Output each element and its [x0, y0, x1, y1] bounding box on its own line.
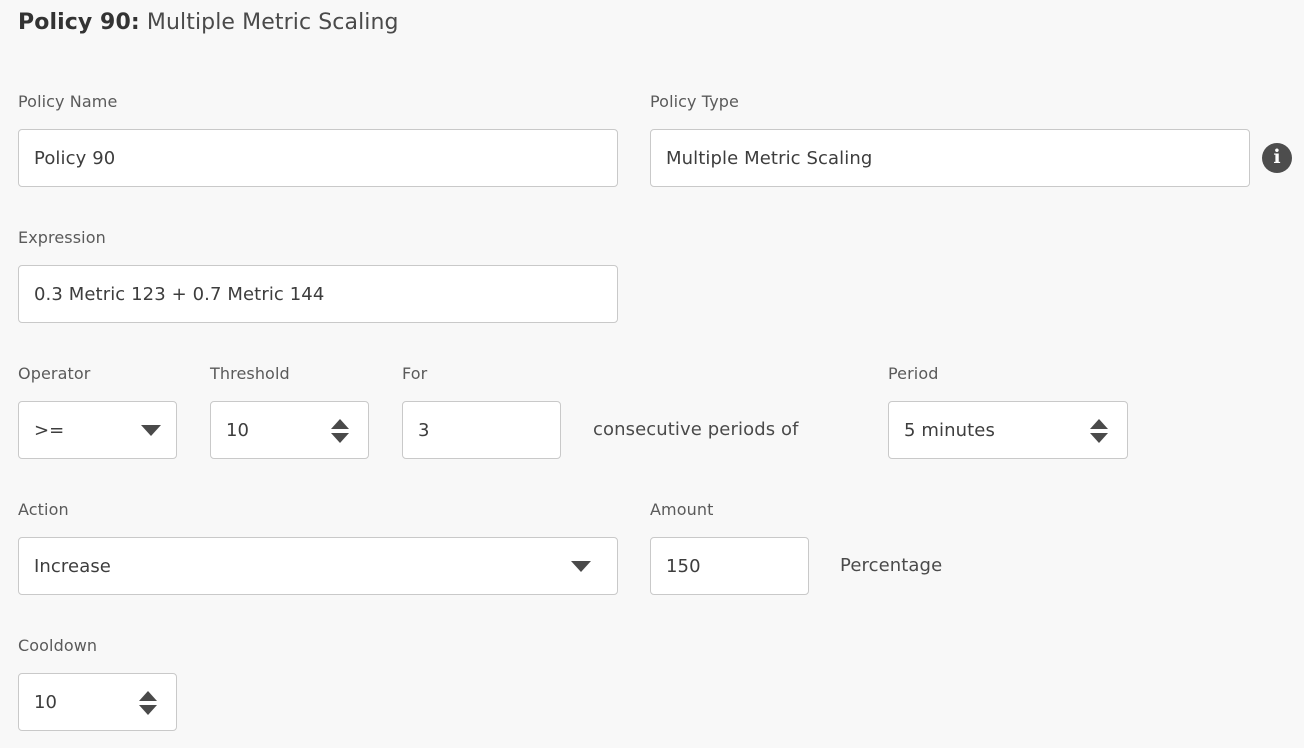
- expression-input[interactable]: 0.3 Metric 123 + 0.7 Metric 144: [18, 265, 618, 323]
- cooldown-value: 10: [34, 691, 58, 713]
- operator-label: Operator: [18, 364, 91, 383]
- policy-name-label: Policy Name: [18, 92, 118, 111]
- period-label: Period: [888, 364, 939, 383]
- policy-type-value: Multiple Metric Scaling: [666, 147, 873, 169]
- action-value: Increase: [34, 555, 111, 577]
- amount-unit-text: Percentage: [840, 555, 943, 576]
- threshold-value: 10: [226, 419, 250, 441]
- info-icon[interactable]: i: [1262, 143, 1292, 173]
- info-icon-glyph: i: [1273, 145, 1281, 168]
- operator-value: >=: [34, 419, 65, 441]
- cooldown-label: Cooldown: [18, 636, 98, 655]
- spinner-up-icon[interactable]: [139, 691, 157, 701]
- chevron-down-icon[interactable]: [571, 561, 591, 572]
- operator-select[interactable]: >=: [18, 401, 177, 459]
- amount-input[interactable]: 150: [650, 537, 809, 595]
- page-title-policy-label: Policy 90:: [18, 10, 140, 35]
- policy-name-value: Policy 90: [34, 147, 116, 169]
- spinner-down-icon[interactable]: [139, 705, 157, 715]
- consecutive-periods-text: consecutive periods of: [593, 419, 799, 440]
- page-title: Policy 90: Multiple Metric Scaling: [18, 10, 399, 35]
- action-label: Action: [18, 500, 69, 519]
- spinner-down-icon[interactable]: [1090, 433, 1108, 443]
- expression-label: Expression: [18, 228, 106, 247]
- amount-value: 150: [666, 555, 701, 577]
- period-input[interactable]: 5 minutes: [888, 401, 1128, 459]
- chevron-down-icon[interactable]: [141, 425, 161, 436]
- for-label: For: [402, 364, 428, 383]
- threshold-input[interactable]: 10: [210, 401, 369, 459]
- expression-value: 0.3 Metric 123 + 0.7 Metric 144: [34, 283, 325, 305]
- up-down-spinner-icon[interactable]: [1084, 415, 1114, 447]
- threshold-label: Threshold: [210, 364, 290, 383]
- for-value: 3: [418, 419, 430, 441]
- policy-type-label: Policy Type: [650, 92, 739, 111]
- policy-name-input[interactable]: Policy 90: [18, 129, 618, 187]
- page-title-policy-type: Multiple Metric Scaling: [146, 10, 399, 35]
- cooldown-input[interactable]: 10: [18, 673, 177, 731]
- period-value: 5 minutes: [904, 419, 995, 441]
- action-select[interactable]: Increase: [18, 537, 618, 595]
- spinner-down-icon[interactable]: [331, 433, 349, 443]
- amount-label: Amount: [650, 500, 714, 519]
- spinner-up-icon[interactable]: [1090, 419, 1108, 429]
- policy-type-select[interactable]: Multiple Metric Scaling: [650, 129, 1250, 187]
- for-input[interactable]: 3: [402, 401, 561, 459]
- up-down-spinner-icon[interactable]: [133, 687, 163, 719]
- spinner-up-icon[interactable]: [331, 419, 349, 429]
- up-down-spinner-icon[interactable]: [325, 415, 355, 447]
